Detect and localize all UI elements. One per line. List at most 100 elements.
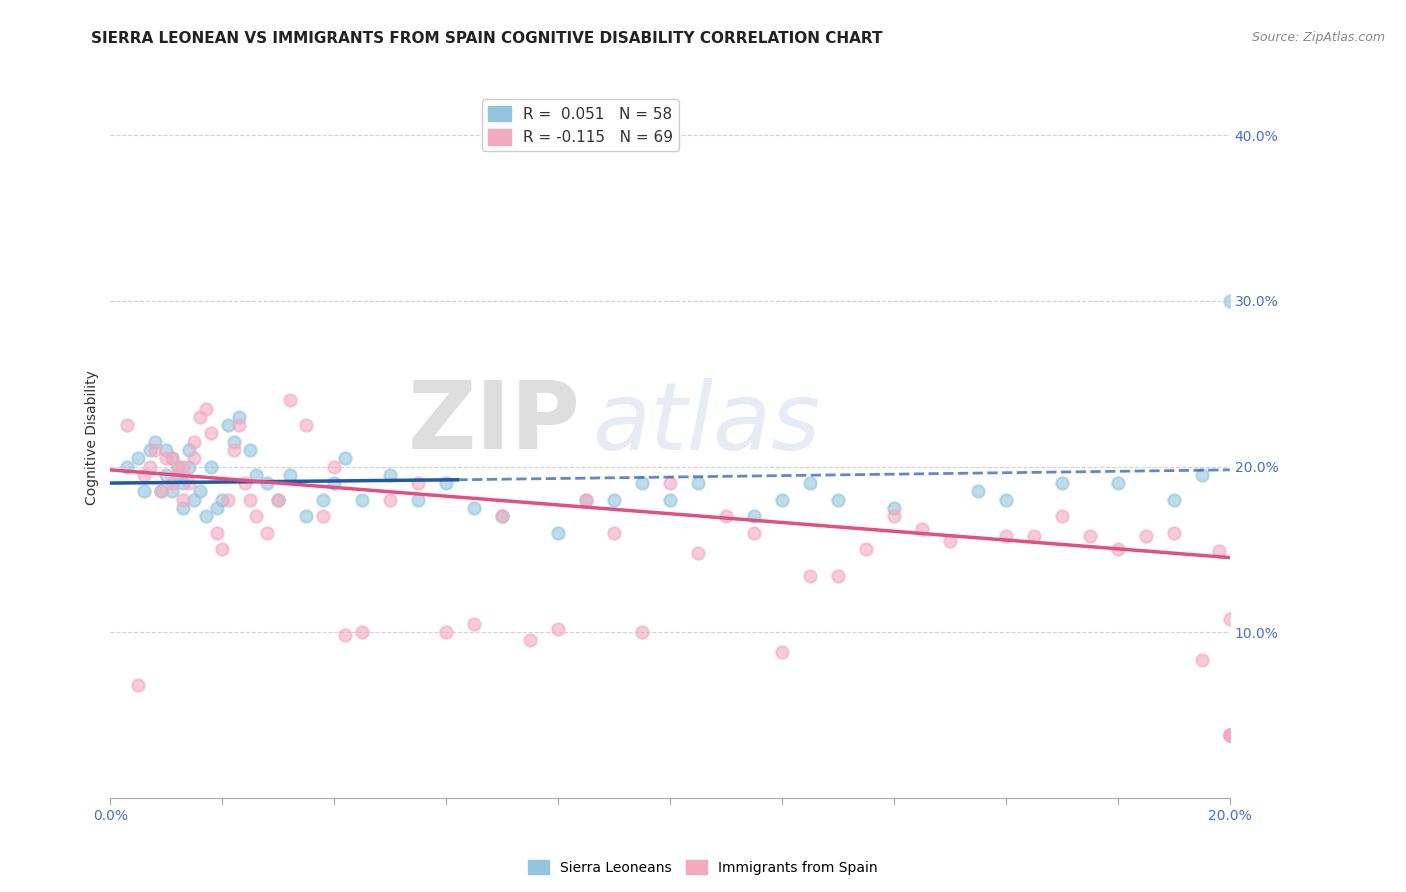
Point bbox=[547, 622, 569, 636]
Point bbox=[205, 500, 228, 515]
Point bbox=[799, 569, 821, 583]
Point bbox=[659, 492, 682, 507]
Point bbox=[177, 459, 200, 474]
Point bbox=[994, 529, 1017, 543]
Point bbox=[217, 418, 239, 433]
Point bbox=[183, 451, 205, 466]
Text: ZIP: ZIP bbox=[408, 377, 581, 469]
Point bbox=[883, 509, 905, 524]
Point bbox=[160, 451, 183, 466]
Point bbox=[194, 401, 217, 416]
Point bbox=[127, 678, 149, 692]
Point bbox=[166, 459, 188, 474]
Point bbox=[115, 418, 138, 433]
Point bbox=[267, 492, 290, 507]
Point bbox=[631, 625, 654, 640]
Point bbox=[1107, 542, 1129, 557]
Point bbox=[827, 492, 849, 507]
Point bbox=[245, 467, 267, 482]
Point bbox=[1191, 467, 1213, 482]
Point bbox=[994, 492, 1017, 507]
Point bbox=[434, 476, 457, 491]
Point bbox=[166, 459, 188, 474]
Point bbox=[312, 492, 335, 507]
Point bbox=[200, 459, 222, 474]
Point bbox=[1219, 728, 1241, 742]
Point bbox=[463, 500, 485, 515]
Point bbox=[177, 442, 200, 457]
Point bbox=[177, 476, 200, 491]
Point bbox=[228, 418, 250, 433]
Point bbox=[434, 625, 457, 640]
Point bbox=[172, 500, 194, 515]
Point bbox=[1135, 529, 1157, 543]
Point bbox=[742, 525, 765, 540]
Point bbox=[312, 509, 335, 524]
Point bbox=[575, 492, 598, 507]
Point bbox=[160, 476, 183, 491]
Point bbox=[295, 418, 318, 433]
Point bbox=[688, 546, 710, 560]
Point bbox=[603, 492, 626, 507]
Point bbox=[278, 467, 301, 482]
Point bbox=[172, 492, 194, 507]
Point bbox=[883, 500, 905, 515]
Point bbox=[323, 459, 346, 474]
Point bbox=[335, 451, 357, 466]
Point bbox=[138, 442, 160, 457]
Point bbox=[380, 467, 402, 482]
Point bbox=[1219, 728, 1241, 742]
Point bbox=[160, 484, 183, 499]
Point bbox=[183, 492, 205, 507]
Point bbox=[352, 625, 374, 640]
Point bbox=[155, 467, 177, 482]
Point bbox=[1219, 728, 1241, 742]
Point bbox=[155, 442, 177, 457]
Point bbox=[1078, 529, 1101, 543]
Point bbox=[603, 525, 626, 540]
Point bbox=[267, 492, 290, 507]
Point bbox=[233, 476, 256, 491]
Point bbox=[1208, 544, 1230, 558]
Point bbox=[742, 509, 765, 524]
Point bbox=[1219, 612, 1241, 626]
Point bbox=[1022, 529, 1045, 543]
Point bbox=[160, 451, 183, 466]
Point bbox=[827, 569, 849, 583]
Point bbox=[239, 442, 262, 457]
Point bbox=[380, 492, 402, 507]
Point bbox=[149, 484, 172, 499]
Point bbox=[143, 442, 166, 457]
Point bbox=[222, 442, 245, 457]
Point bbox=[256, 525, 278, 540]
Point bbox=[155, 451, 177, 466]
Point bbox=[278, 393, 301, 408]
Point bbox=[547, 525, 569, 540]
Point bbox=[183, 434, 205, 449]
Point bbox=[188, 484, 211, 499]
Point bbox=[463, 616, 485, 631]
Point bbox=[911, 523, 934, 537]
Point bbox=[205, 525, 228, 540]
Point bbox=[575, 492, 598, 507]
Point bbox=[491, 509, 513, 524]
Point bbox=[323, 476, 346, 491]
Text: SIERRA LEONEAN VS IMMIGRANTS FROM SPAIN COGNITIVE DISABILITY CORRELATION CHART: SIERRA LEONEAN VS IMMIGRANTS FROM SPAIN … bbox=[91, 31, 883, 46]
Point bbox=[1107, 476, 1129, 491]
Point bbox=[631, 476, 654, 491]
Point bbox=[217, 492, 239, 507]
Point bbox=[239, 492, 262, 507]
Point bbox=[211, 542, 233, 557]
Point bbox=[143, 434, 166, 449]
Point bbox=[172, 476, 194, 491]
Point bbox=[1219, 728, 1241, 742]
Point bbox=[1163, 525, 1185, 540]
Point bbox=[406, 492, 429, 507]
Point bbox=[1191, 653, 1213, 667]
Point bbox=[295, 509, 318, 524]
Point bbox=[245, 509, 267, 524]
Point bbox=[1163, 492, 1185, 507]
Point bbox=[519, 633, 541, 648]
Point bbox=[1050, 509, 1073, 524]
Point bbox=[967, 484, 990, 499]
